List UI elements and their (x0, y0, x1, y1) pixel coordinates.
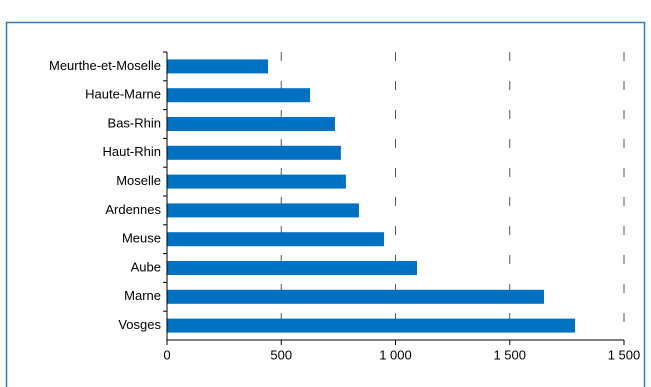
y-tick-label: Haut-Rhin (102, 144, 161, 159)
y-tick-label: Bas-Rhin (108, 115, 161, 130)
bar (167, 261, 417, 275)
x-tick-label: 500 (270, 347, 292, 362)
bar (167, 203, 359, 218)
y-tick-label: Meuse (122, 231, 161, 246)
frame (5, 21, 646, 387)
bar (167, 59, 268, 74)
x-tick-label: 0 (163, 347, 170, 362)
bar (167, 174, 346, 189)
y-tick-label: Vosges (118, 317, 161, 332)
bar (167, 117, 335, 131)
y-tick-label: Marne (124, 288, 161, 303)
bar (167, 318, 576, 333)
x-tick-label: 1 500 (493, 347, 526, 362)
bar (167, 232, 385, 247)
x-tick-label: 1 500 (608, 347, 641, 362)
y-tick-label: Haute-Marne (85, 87, 161, 102)
bar (167, 145, 341, 160)
y-tick-label: Meurthe-et-Moselle (49, 58, 161, 73)
y-tick-label: Aube (131, 259, 161, 274)
bar (167, 88, 311, 103)
bar (167, 289, 545, 304)
y-tick-label: Moselle (116, 173, 161, 188)
y-tick-label: Ardennes (105, 202, 161, 217)
x-tick-label: 1 000 (379, 347, 412, 362)
